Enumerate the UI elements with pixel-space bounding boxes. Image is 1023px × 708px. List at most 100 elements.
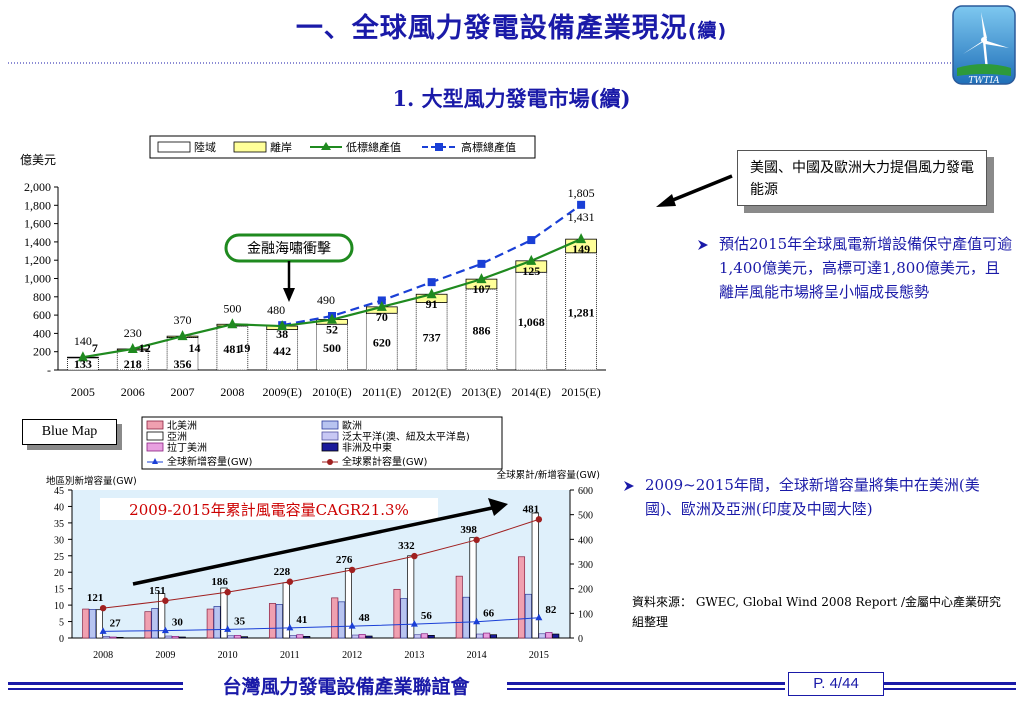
chart2-bar [220,587,228,639]
chart1-onshore-label: 481 [223,342,241,356]
chart1-ytick-label: 2,000 [24,180,51,194]
title-suffix: (續) [687,20,728,42]
chart2-bar [414,634,422,639]
chart1-offshore-label: 91 [426,297,438,311]
chart1-xtick-label: 2011(E) [362,385,401,399]
legend-low-marker [321,142,331,150]
chart1-onshore-label: 737 [423,330,441,344]
chart2-new-point [473,617,481,625]
chart2-bar [275,604,283,639]
legend-global-cum: 全球累計容量(GW) [342,455,428,468]
chart1-xtick-label: 2015(E) [561,385,600,399]
bullet-capacity-regions: 2009~2015年間，全球新增容量將集中在美洲(美國)、歐洲及亞洲(印度及中國… [645,476,980,518]
bullet-arrow-icon [698,240,708,250]
footer-organization: 台灣風力發電設備產業聯誼會 [222,676,470,698]
chart1-onshore-label: 442 [273,344,291,358]
chart2-bar [227,635,235,639]
chart1-high-point [527,236,536,245]
chart2-bar [82,608,90,639]
chart2-bar [462,596,470,639]
chart2-xtick-label: 2013 [404,650,424,661]
chart2-ylabel-right: 全球累計/新增容量(GW) [497,469,600,481]
chart1-xtick-label: 2014(E) [512,385,551,399]
legend-offshore-swatch [233,141,267,153]
chart2-bar [171,636,179,639]
chart1-low-point [227,318,238,329]
chart2-bar [400,598,408,639]
chart1-legend: 陸域 離岸 低標總產值 高標總產值 [149,135,536,159]
chart2-bar [331,597,339,639]
chart2-ytick-left: 0 [59,634,64,645]
chart2-bar [517,556,526,639]
chart1-total-label: 1,431 [568,210,595,224]
chart1-ylabel: 億美元 [20,153,56,167]
chart1-bar-onshore [365,312,398,371]
legend-mea-swatch [321,442,339,452]
callout-arrow-icon [656,174,733,207]
chart2-bar [303,636,311,639]
chart2-ytick-left: 15 [54,585,64,596]
chart2-cumulative-point [99,604,107,612]
chart2-xtick-label: 2015 [529,650,549,661]
chart2-new-point [99,627,107,634]
financial-crisis-annotation: 金融海嘯衝擊 [224,233,354,302]
chart1-low-point [277,320,288,331]
chart1-xtick-label: 2012(E) [412,385,451,399]
chart1-onshore-label: 133 [74,357,92,371]
chart1-bar-onshore [216,325,249,371]
legend-low-label: 低標總產值 [346,140,401,154]
chart1-onshore-label: 218 [124,357,142,371]
chart1-bar-onshore [565,252,597,371]
chart2-new-label: 27 [110,617,122,629]
chart2-new-point [535,613,543,621]
bullet-forecast-2015: 預估2015年全球風電新增設備保守產值可逾1,400億美元，高標可達1,800億… [719,235,1013,301]
chart2-bar [489,634,498,639]
blue-map-label: Blue Map [22,419,117,445]
chart2-bar [240,636,249,639]
twtia-logo: TWTIA [952,5,1016,86]
chart2-new-line [103,617,539,632]
chart1-xtick-label: 2009(E) [263,385,302,399]
chart2-cumulative-point [473,536,480,544]
legend-eu-swatch [321,420,339,430]
chart1-high-point [577,200,586,209]
footer-bar-right [507,682,785,690]
cagr-annotation: 2009-2015年累計風電容量CAGR21.3% [100,498,508,586]
footer-bar-tail [884,682,1016,690]
source-note: 資料來源： GWEC, Global Wind 2008 Report /金屬中… [632,595,1002,629]
chart2-bar [213,606,221,639]
legend-na-swatch [146,420,164,430]
chart2-ytick-right: 0 [578,634,583,645]
chart2-cumulative-label: 121 [87,592,104,604]
chart1-xtick-label: 2007 [171,385,195,399]
chart2-bar [296,634,304,639]
chart2-bar [102,636,110,639]
chart2-cumulative-point [411,552,418,560]
chart1-bar-onshore [67,357,99,371]
legend-na: 北美洲 [167,419,197,432]
chart1-bar-onshore [266,329,299,371]
chart1-offshore-label: 107 [472,282,490,296]
chart2-xtick-label: 2011 [280,650,300,661]
chart2-bar [151,608,159,639]
chart1-total-label: 490 [317,293,335,307]
chart2-legend: 北美洲 歐洲 亞洲 泛太平洋(澳、紐及太平洋島) 拉丁美洲 非洲及中東 全球新增… [141,416,503,470]
chart2-ytick-left: 5 [59,618,64,629]
legend-onshore-swatch [157,141,191,153]
chart2-bar [393,588,401,639]
slide-title: 一、全球風力發電設備產業現況(續) [0,6,1023,45]
chart2-bar [109,636,117,639]
chart2-ytick-left: 40 [54,502,64,513]
chart2-bar [268,603,277,639]
chart1-ytick-label: 1,000 [24,272,51,286]
chart1-bar-onshore [166,337,199,371]
legend-eu: 歐洲 [342,419,362,432]
chart2-bar [545,632,553,639]
legend-high-label: 高標總產值 [461,140,516,154]
chart2-bar [351,634,359,639]
legend-new-marker [152,458,158,464]
chart1-bar-onshore [515,271,548,371]
chart2-cumulative-line [103,518,540,609]
chart1-onshore-label: 356 [174,357,192,371]
chart2-ytick-right: 200 [578,585,593,596]
